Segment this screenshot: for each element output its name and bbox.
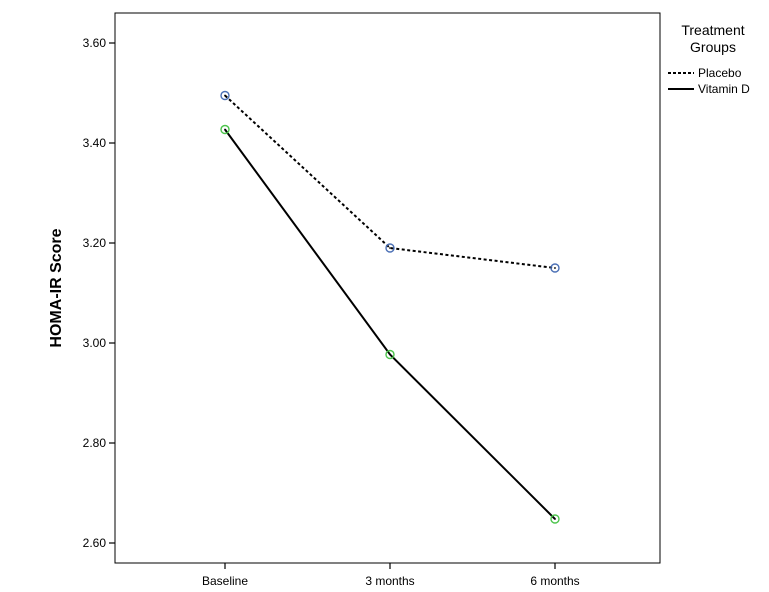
data-point-vitamin-d xyxy=(220,124,230,135)
data-point-center-vitamin-d xyxy=(389,353,391,356)
legend: Treatment Groups Placebo Vitamin D xyxy=(668,22,750,96)
data-point-center-vitamin-d xyxy=(224,128,226,131)
x-axis: Baseline 3 months 6 months xyxy=(202,563,580,588)
data-point-vitamin-d xyxy=(550,514,560,524)
data-point-center-vitamin-d xyxy=(554,518,556,520)
y-tick-label: 3.60 xyxy=(83,36,107,50)
legend-label-vitamin-d: Vitamin D xyxy=(698,82,750,96)
plot-area xyxy=(114,12,661,564)
data-point-vitamin-d xyxy=(385,349,395,360)
legend-label-placebo: Placebo xyxy=(698,66,742,80)
y-tick-label: 3.40 xyxy=(83,136,107,150)
legend-title-line-1: Treatment xyxy=(681,22,744,38)
data-point-placebo xyxy=(385,243,395,253)
y-tick-label: 2.60 xyxy=(83,536,107,550)
legend-title-line-2: Groups xyxy=(690,39,736,55)
plot-frame xyxy=(114,12,661,564)
data-point-center-placebo xyxy=(389,247,391,249)
x-tick-label: 3 months xyxy=(365,574,414,588)
data-point-placebo xyxy=(220,90,230,101)
y-tick-label: 2.80 xyxy=(83,436,107,450)
y-tick-label: 3.20 xyxy=(83,236,107,250)
y-axis: 2.60 2.80 3.00 3.20 3.40 3.60 xyxy=(83,36,115,550)
data-point-center-placebo xyxy=(554,267,556,269)
data-point-placebo xyxy=(550,263,560,273)
series-markers xyxy=(220,90,560,524)
data-point-center-placebo xyxy=(224,94,226,97)
y-axis-title: HOMA-IR Score xyxy=(48,228,65,347)
x-tick-label: Baseline xyxy=(202,574,248,588)
x-tick-label: 6 months xyxy=(530,574,579,588)
y-tick-label: 3.00 xyxy=(83,336,107,350)
